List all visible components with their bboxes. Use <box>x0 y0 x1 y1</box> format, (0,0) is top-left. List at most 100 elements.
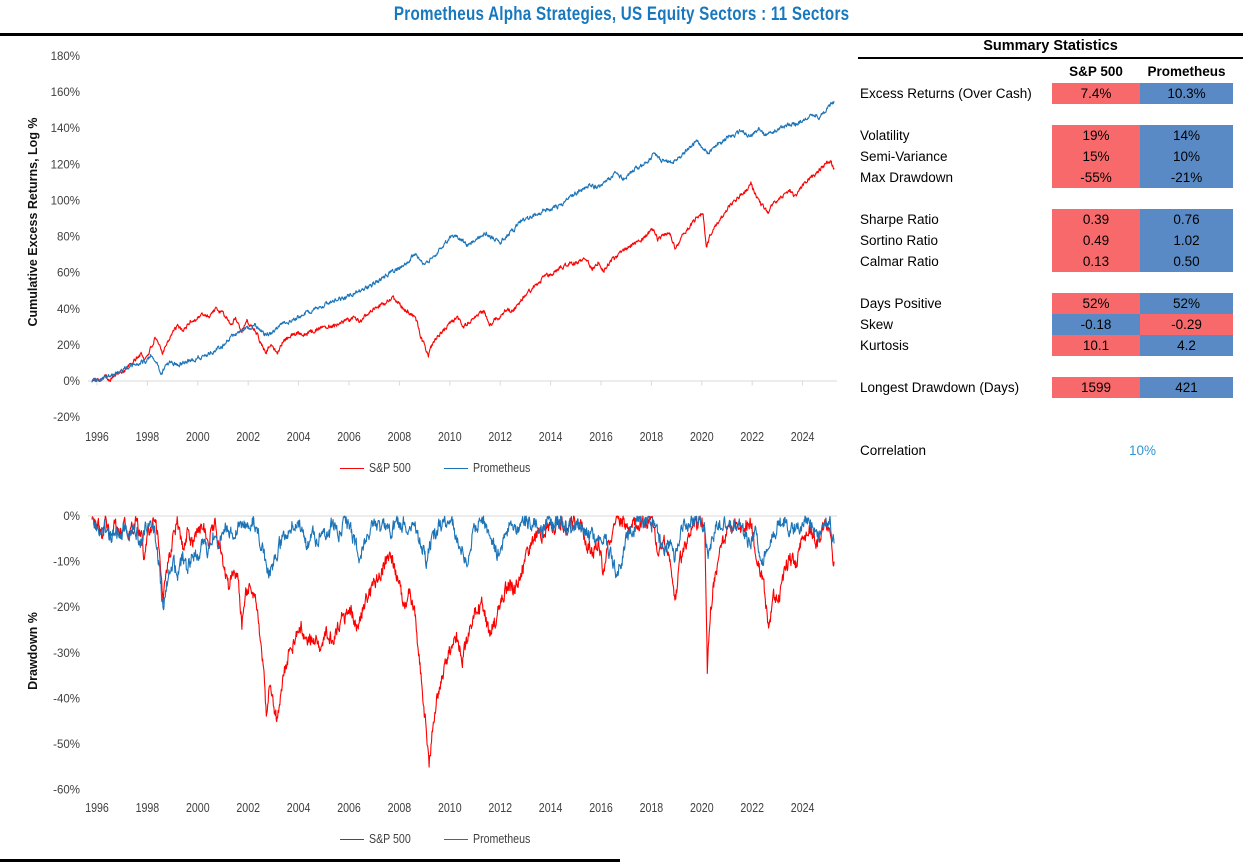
stat-value-sp500: -0.18 <box>1052 314 1140 335</box>
stat-value-sp500: 1599 <box>1052 377 1140 398</box>
prometheus-series-line <box>91 515 835 611</box>
stat-label: Sharpe Ratio <box>860 212 939 227</box>
table-spacer <box>1052 272 1140 293</box>
stat-value-prometheus: 4.2 <box>1140 335 1233 356</box>
stat-label: Kurtosis <box>860 338 909 353</box>
stat-value-prometheus: 52% <box>1140 293 1233 314</box>
y-tick-label: -40% <box>53 693 80 705</box>
legend-item-sp500: S&P 500 <box>339 461 418 475</box>
summary-table-grid: S&P 500 Prometheus Excess Returns (Over … <box>858 61 1243 461</box>
stat-value-prometheus: 10% <box>1140 146 1233 167</box>
y-tick-label: 20% <box>57 340 80 352</box>
x-tick-label: 2012 <box>488 430 512 444</box>
table-spacer <box>858 188 1052 209</box>
legend-label-prometheus: Prometheus <box>472 832 531 846</box>
x-tick-label: 2002 <box>236 801 260 815</box>
table-spacer <box>1052 419 1140 440</box>
correlation-value: 10% <box>1128 443 1157 458</box>
y-tick-label: 100% <box>51 195 80 207</box>
legend-label-sp500: S&P 500 <box>368 832 411 846</box>
legend-item-sp500: S&P 500 <box>339 832 418 846</box>
drawdown-axis-title: Drawdown % <box>26 612 40 690</box>
y-tick-label: 0% <box>63 376 80 388</box>
table-spacer <box>1140 272 1233 293</box>
x-tick-label: 2024 <box>791 801 815 815</box>
x-tick-label: 2006 <box>337 801 361 815</box>
x-tick-label: 2022 <box>740 801 764 815</box>
column-header-sp500: S&P 500 <box>1069 64 1123 79</box>
stat-value-prometheus: 0.76 <box>1140 209 1233 230</box>
x-tick-label: 2024 <box>791 430 815 444</box>
y-tick-label: 160% <box>51 87 80 99</box>
table-spacer <box>1140 188 1233 209</box>
x-tick-label: 2014 <box>539 430 563 444</box>
x-tick-label: 2010 <box>438 801 462 815</box>
cumulative-chart-legend: S&P 500 Prometheus <box>0 461 880 475</box>
x-tick-label: 2018 <box>640 801 664 815</box>
x-tick-label: 2022 <box>740 430 764 444</box>
x-tick-label: 1996 <box>85 801 109 815</box>
legend-item-prometheus: Prometheus <box>443 832 540 846</box>
page-title: Prometheus Alpha Strategies, US Equity S… <box>0 4 1243 26</box>
stat-value-prometheus: 0.50 <box>1140 251 1233 272</box>
x-tick-label: 1998 <box>136 430 160 444</box>
table-spacer <box>1052 104 1140 125</box>
table-spacer <box>1140 419 1233 440</box>
summary-table-divider <box>858 57 1243 59</box>
stat-value-sp500: 0.49 <box>1052 230 1140 251</box>
stat-value-sp500: -55% <box>1052 167 1140 188</box>
stat-value-sp500: 0.39 <box>1052 209 1140 230</box>
column-header-spacer <box>858 61 1052 82</box>
table-spacer <box>1052 398 1140 419</box>
stat-label: Sortino Ratio <box>860 233 939 248</box>
table-spacer <box>858 356 1052 377</box>
y-tick-label: -10% <box>53 557 80 569</box>
table-spacer <box>1140 104 1233 125</box>
x-tick-label: 2020 <box>690 430 714 444</box>
stat-value-sp500: 52% <box>1052 293 1140 314</box>
stat-value-sp500: 10.1 <box>1052 335 1140 356</box>
drawdown-chart-legend: S&P 500 Prometheus <box>0 832 880 846</box>
stat-value-sp500: 7.4% <box>1052 83 1140 104</box>
table-spacer <box>858 272 1052 293</box>
x-tick-label: 2014 <box>539 801 563 815</box>
stat-value-sp500: 15% <box>1052 146 1140 167</box>
x-tick-label: 2012 <box>488 801 512 815</box>
y-tick-label: 140% <box>51 123 80 135</box>
stat-label: Max Drawdown <box>860 170 954 185</box>
stat-value-sp500: 19% <box>1052 125 1140 146</box>
x-tick-label: 2000 <box>186 801 210 815</box>
table-spacer <box>858 104 1052 125</box>
table-spacer <box>1140 398 1233 419</box>
stat-value-prometheus: 1.02 <box>1140 230 1233 251</box>
sp500-line-swatch <box>339 838 364 840</box>
prometheus-line-swatch <box>443 467 468 469</box>
prometheus-series-line <box>91 100 835 383</box>
page-title-text: Prometheus Alpha Strategies, US Equity S… <box>393 4 850 25</box>
x-tick-label: 2004 <box>287 801 311 815</box>
x-tick-label: 2000 <box>186 430 210 444</box>
sp500-line-swatch <box>339 467 364 469</box>
table-spacer <box>1140 356 1233 377</box>
stat-label: Calmar Ratio <box>860 254 939 269</box>
y-tick-label: -30% <box>53 648 80 660</box>
x-tick-label: 1998 <box>136 801 160 815</box>
legend-item-prometheus: Prometheus <box>443 461 540 475</box>
legend-label-prometheus: Prometheus <box>472 461 531 475</box>
bottom-edge-bar <box>0 859 620 862</box>
x-tick-label: 2008 <box>388 801 412 815</box>
stat-label: Semi-Variance <box>860 149 948 164</box>
stat-label: Skew <box>860 317 894 332</box>
table-spacer <box>1052 188 1140 209</box>
stat-value-prometheus: 14% <box>1140 125 1233 146</box>
y-tick-label: -20% <box>53 412 80 424</box>
y-tick-label: 80% <box>57 232 80 244</box>
stat-label: Correlation <box>860 443 927 458</box>
x-tick-label: 2010 <box>438 430 462 444</box>
stat-value-prometheus: 421 <box>1140 377 1233 398</box>
stat-label: Days Positive <box>860 296 942 311</box>
title-divider-line <box>0 33 1243 36</box>
x-tick-label: 1996 <box>85 430 109 444</box>
